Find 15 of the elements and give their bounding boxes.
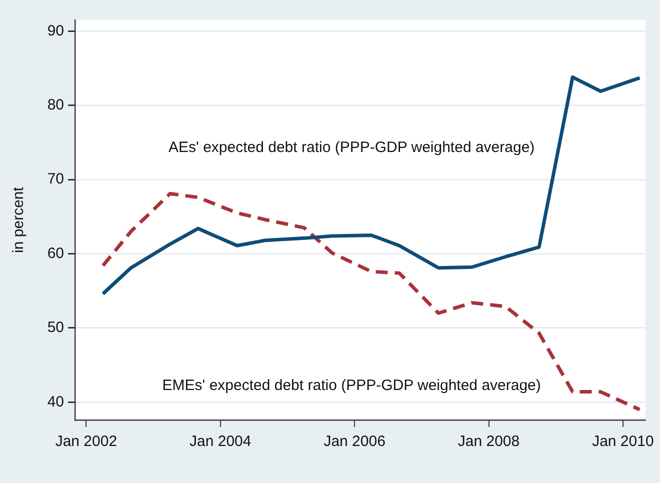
series-label: EMEs' expected debt ratio (PPP-GDP weighted average) <box>162 377 541 394</box>
x-tick-label: Jan 2010 <box>592 433 654 450</box>
y-axis-title: in percent <box>10 186 28 253</box>
y-tick-label: 70 <box>47 170 64 188</box>
y-tick-label: 40 <box>47 393 64 410</box>
x-tick-label: Jan 2008 <box>458 433 520 450</box>
x-tick-label: Jan 2006 <box>324 433 386 450</box>
x-tick-label: Jan 2004 <box>190 433 252 450</box>
y-tick-label: 50 <box>47 319 64 336</box>
y-tick-label: 90 <box>47 22 64 40</box>
y-tick-label: 60 <box>47 244 64 262</box>
x-tick-label: Jan 2002 <box>55 433 118 450</box>
line-series <box>101 192 642 412</box>
y-tick-label: 80 <box>47 96 64 114</box>
series-label: AEs' expected debt ratio (PPP-GDP weighted average) <box>168 139 535 156</box>
